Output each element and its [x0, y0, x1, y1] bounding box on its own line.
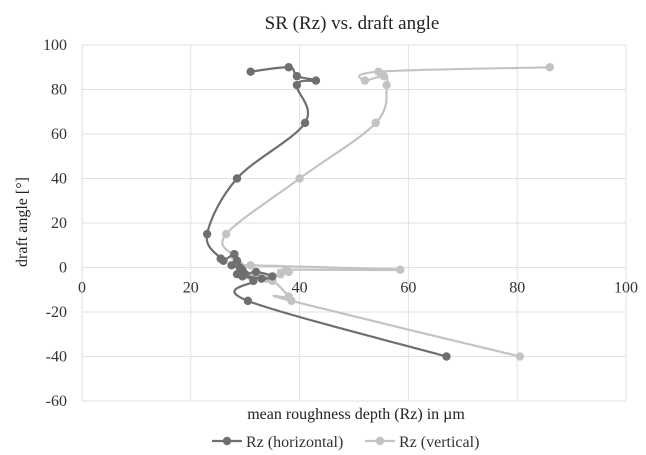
series-line [221, 66, 550, 358]
data-point [238, 272, 247, 281]
x-axis-label: mean roughness depth (Rz) in µm [247, 406, 465, 423]
data-point [545, 63, 555, 72]
data-point [227, 261, 236, 270]
data-point [219, 256, 228, 266]
y-tick-label: 80 [51, 82, 67, 99]
data-point [295, 174, 304, 183]
chart-title: SR (Rz) vs. draft angle [265, 13, 440, 34]
y-tick-label: -40 [46, 349, 67, 366]
data-point [251, 267, 261, 277]
series-line [205, 66, 447, 358]
data-point [202, 229, 212, 239]
data-point [221, 229, 231, 239]
data-point [292, 80, 302, 90]
data-point [292, 71, 302, 81]
legend-item: Rz (vertical) [365, 434, 479, 451]
data-point [360, 76, 370, 85]
legend-swatch-marker [375, 436, 385, 446]
y-axis-label: draft angle [°] [14, 177, 31, 267]
data-point [515, 352, 525, 361]
y-tick-label: 100 [43, 37, 67, 54]
data-point [311, 76, 321, 85]
x-tick-label: 100 [614, 280, 638, 297]
data-point [442, 352, 451, 361]
legend: Rz (horizontal) Rz (vertical) [212, 434, 479, 451]
data-point [382, 80, 391, 90]
data-point [268, 272, 277, 281]
x-tick-labels: 0 20 40 60 80 100 [78, 280, 638, 297]
series-rz-vertical [221, 63, 555, 361]
legend-swatch-marker [222, 436, 232, 446]
data-point [249, 276, 258, 286]
legend-label: Rz (vertical) [399, 434, 479, 451]
data-point [287, 296, 296, 306]
y-tick-label: 60 [51, 126, 67, 143]
data-point [257, 274, 266, 283]
data-point [379, 71, 389, 81]
gridlines [81, 44, 627, 402]
data-point [396, 265, 405, 274]
y-tick-label: 40 [51, 171, 67, 188]
y-tick-label: 0 [59, 260, 67, 277]
data-point [232, 174, 242, 183]
data-point [300, 118, 310, 128]
data-point [284, 267, 293, 277]
data-point [276, 269, 285, 279]
data-point [246, 261, 255, 270]
legend-item: Rz (horizontal) [212, 434, 343, 451]
data-point [371, 118, 380, 128]
y-tick-labels: 100 80 60 40 20 0 -20 -40 -60 [43, 37, 67, 410]
y-tick-label: -60 [46, 393, 67, 410]
data-point [230, 249, 239, 259]
series-layer [202, 63, 555, 361]
x-tick-label: 40 [292, 280, 308, 297]
y-tick-label: 20 [51, 215, 67, 232]
x-tick-label: 0 [78, 280, 86, 297]
data-point [246, 67, 255, 76]
x-tick-label: 60 [400, 280, 416, 297]
legend-label: Rz (horizontal) [246, 434, 343, 451]
y-tick-label: -20 [46, 304, 67, 321]
x-tick-label: 80 [509, 280, 525, 297]
x-tick-label: 20 [183, 280, 199, 297]
series-rz-horizontal [202, 63, 451, 361]
data-point [243, 296, 253, 306]
data-point [284, 63, 293, 72]
